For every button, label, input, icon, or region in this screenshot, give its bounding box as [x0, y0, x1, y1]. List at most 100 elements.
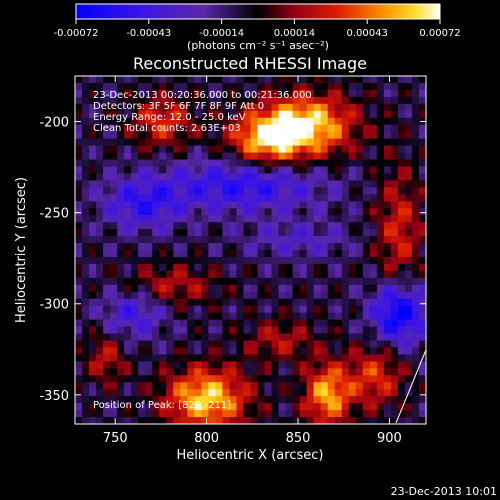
heatmap-cell	[271, 410, 280, 418]
heatmap-cell	[271, 180, 280, 188]
heatmap-cell	[397, 340, 406, 349]
heatmap-cell	[152, 201, 160, 209]
heatmap-cell	[152, 368, 160, 376]
heatmap-cell	[404, 382, 413, 390]
heatmap-cell	[264, 180, 273, 188]
heatmap-cell	[215, 82, 224, 91]
heatmap-cell	[89, 201, 97, 209]
heatmap-cell	[75, 131, 83, 140]
heatmap-cell	[222, 312, 231, 321]
heatmap-cell	[222, 89, 231, 98]
heatmap-cell	[376, 361, 385, 369]
heatmap-cell	[320, 110, 329, 119]
heatmap-cell	[334, 76, 343, 84]
heatmap-cell	[285, 96, 294, 105]
heatmap-cell	[152, 110, 160, 119]
heatmap-cell	[180, 361, 188, 369]
heatmap-cell	[229, 319, 238, 328]
heatmap-cell	[320, 298, 329, 307]
heatmap-cell	[397, 166, 406, 175]
heatmap-cell	[257, 215, 266, 223]
heatmap-cell	[292, 82, 301, 91]
heatmap-cell	[383, 222, 392, 230]
heatmap-cell	[152, 396, 160, 404]
heatmap-cell	[180, 166, 188, 175]
heatmap-cell	[418, 89, 426, 98]
heatmap-cell	[159, 319, 167, 328]
heatmap-cell	[362, 403, 371, 411]
heatmap-cell	[383, 138, 392, 147]
heatmap-cell	[278, 403, 287, 411]
heatmap-cell	[411, 138, 420, 147]
heatmap-cell	[222, 124, 231, 133]
heatmap-cell	[348, 131, 357, 140]
heatmap-cell	[236, 291, 245, 300]
heatmap-cell	[411, 76, 420, 84]
heatmap-cell	[341, 173, 350, 181]
heatmap-cell	[418, 201, 426, 209]
heatmap-cell	[257, 368, 266, 376]
heatmap-cell	[271, 159, 280, 168]
heatmap-cell	[320, 117, 329, 126]
heatmap-cell	[313, 187, 322, 195]
heatmap-cell	[306, 354, 315, 362]
heatmap-cell	[313, 243, 322, 251]
heatmap-cell	[208, 222, 216, 230]
heatmap-cell	[313, 138, 322, 147]
heatmap-cell	[264, 110, 273, 119]
heatmap-cell	[264, 229, 273, 237]
y-axis-label: Heliocentric Y (arcsec)	[14, 177, 29, 323]
heatmap-cell	[152, 124, 160, 133]
heatmap-cell	[103, 298, 111, 307]
heatmap-cell	[390, 89, 399, 98]
heatmap-cell	[180, 173, 188, 181]
heatmap-cell	[334, 173, 343, 181]
heatmap-cell	[229, 110, 238, 119]
heatmap-cell	[362, 340, 371, 349]
heatmap-cell	[320, 145, 329, 154]
heatmap-cell	[362, 222, 371, 230]
heatmap-cell	[355, 110, 364, 119]
heatmap-cell	[292, 347, 301, 355]
heatmap-cell	[145, 403, 153, 411]
x-tick-label: 900	[377, 431, 402, 446]
heatmap-cell	[355, 124, 364, 133]
heatmap-cell	[348, 333, 357, 342]
heatmap-cell	[376, 180, 385, 188]
heatmap-cell	[299, 215, 308, 223]
heatmap-cell	[278, 243, 287, 251]
heatmap-cell	[285, 229, 294, 237]
heatmap-cell	[75, 82, 83, 91]
heatmap-cell	[355, 347, 364, 355]
heatmap-cell	[341, 270, 350, 279]
heatmap-cell	[201, 270, 209, 279]
heatmap-cell	[89, 410, 97, 418]
heatmap-cell	[341, 110, 350, 119]
heatmap-cell	[404, 250, 413, 258]
heatmap-cell	[348, 222, 357, 230]
heatmap-cell	[243, 89, 252, 98]
heatmap-cell	[362, 194, 371, 202]
heatmap-cell	[327, 131, 336, 140]
heatmap-cell	[250, 396, 259, 404]
heatmap-cell	[222, 375, 231, 383]
heatmap-cell	[376, 236, 385, 244]
heatmap-cell	[341, 347, 350, 355]
heatmap-cell	[320, 382, 329, 390]
heatmap-cell	[152, 410, 160, 418]
heatmap-cell	[278, 361, 287, 369]
heatmap-cell	[124, 215, 132, 223]
colorbar-tick-label: 0.00072	[419, 28, 460, 39]
heatmap-cell	[166, 236, 174, 244]
heatmap-cell	[96, 291, 104, 300]
heatmap-cell	[173, 117, 181, 126]
heatmap-cell	[159, 124, 167, 133]
heatmap-cell	[187, 208, 195, 216]
heatmap-cell	[236, 368, 245, 376]
heatmap-cell	[138, 103, 146, 112]
heatmap-cell	[208, 291, 216, 300]
heatmap-cell	[341, 222, 350, 230]
x-tick-label: 750	[103, 431, 128, 446]
heatmap-cell	[299, 117, 308, 126]
heatmap-cell	[201, 82, 209, 91]
